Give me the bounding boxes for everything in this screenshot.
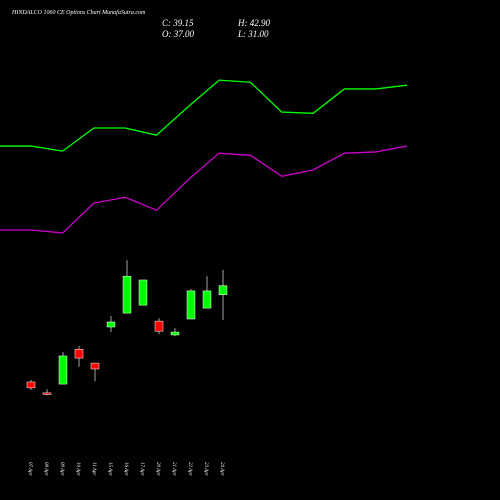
x-tick-label: 15 Apr (107, 462, 112, 476)
x-tick-label: 16 Apr (123, 462, 128, 476)
candle-body (42, 392, 52, 395)
x-tick-label: 24 Apr (219, 462, 224, 476)
stat: O: 37.00 (162, 29, 194, 39)
x-tick-label: 17 Apr (139, 462, 144, 476)
candle-body (26, 381, 36, 389)
stat: H: 42.90 (237, 18, 270, 28)
candle-body (186, 290, 196, 320)
x-tick-label: 21 Apr (171, 462, 176, 476)
x-tick-label: 23 Apr (203, 462, 208, 476)
line (0, 145, 408, 234)
candle-body (58, 355, 68, 385)
x-tick-label: 07 Apr (27, 462, 32, 476)
candle-body (218, 285, 228, 295)
candle-body (170, 331, 180, 336)
candle-body (122, 275, 132, 314)
x-tick-label: 11 Apr (91, 462, 96, 475)
line (0, 79, 408, 152)
candle-body (154, 320, 164, 332)
stat: L: 31.00 (237, 29, 269, 39)
candle-body (202, 290, 212, 309)
x-tick-label: 09 Apr (59, 462, 64, 476)
x-tick-label: 22 Apr (187, 462, 192, 476)
x-tick-label: 08 Apr (43, 462, 48, 476)
candle-body (138, 279, 148, 306)
candle-body (90, 362, 100, 370)
x-tick-label: 20 Apr (155, 462, 160, 476)
x-tick-label: 10 Apr (75, 462, 80, 476)
chart-title: HINDALCO 1060 CE Options Chart MunafaSut… (11, 9, 146, 16)
stat: C: 39.15 (162, 18, 194, 28)
candle-body (74, 348, 84, 359)
candle-body (106, 321, 116, 328)
